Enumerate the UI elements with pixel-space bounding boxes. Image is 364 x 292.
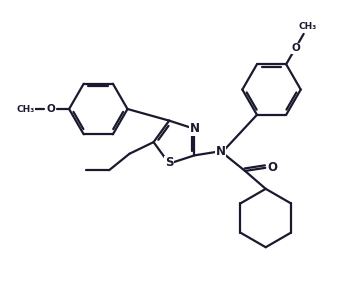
Text: CH₃: CH₃ <box>16 105 35 114</box>
Text: O: O <box>46 104 55 114</box>
Text: N: N <box>216 145 226 158</box>
Text: N: N <box>189 122 199 135</box>
Text: O: O <box>291 43 300 53</box>
Text: CH₃: CH₃ <box>299 22 317 31</box>
Text: S: S <box>165 156 173 169</box>
Text: O: O <box>267 161 277 173</box>
